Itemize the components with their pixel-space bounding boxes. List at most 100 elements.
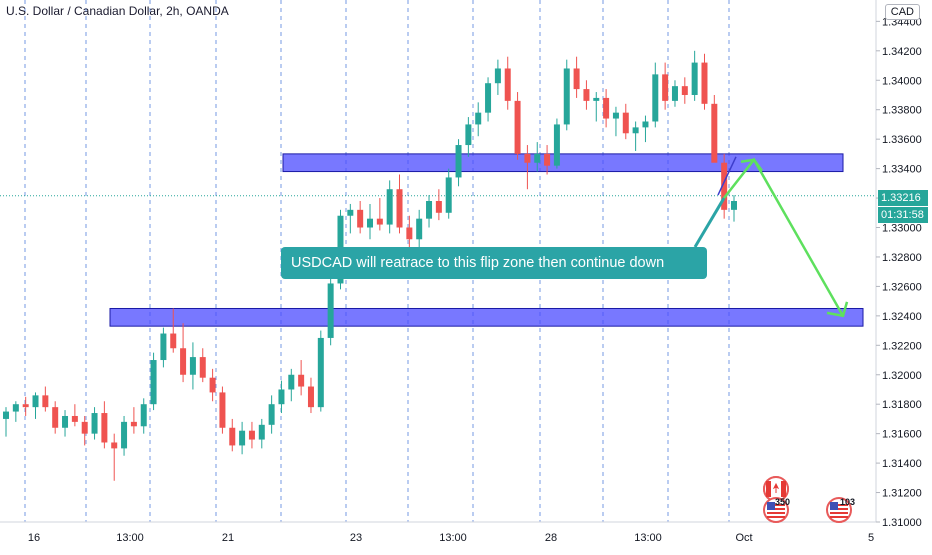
y-tick-label: 1.32200 [882, 340, 922, 352]
candle-body [504, 68, 511, 101]
candle-body [534, 153, 541, 163]
candle-body [681, 86, 688, 95]
candle-body [494, 68, 501, 84]
y-tick-label: 1.32400 [882, 311, 922, 323]
usa-flag-icon-graphic [763, 497, 789, 523]
candle-body [111, 442, 118, 449]
y-tick-label: 1.32600 [882, 281, 922, 293]
x-tick-label: 16 [28, 532, 40, 544]
candle-body [662, 74, 669, 101]
retrace-line [717, 156, 737, 196]
candle-body [731, 201, 737, 210]
candle-body [632, 127, 639, 134]
candle-body [524, 153, 531, 163]
annotation-callout[interactable]: USDCAD will reatrace to this flip zone t… [281, 247, 707, 279]
candle-body [593, 97, 600, 101]
x-tick-label: 13:00 [439, 532, 467, 544]
candle-body [42, 395, 49, 408]
candle-body [288, 374, 295, 390]
price-axis[interactable]: 1.344001.342001.340001.338001.336001.334… [876, 16, 922, 529]
y-tick-label: 1.33800 [882, 105, 922, 117]
candle-body [278, 389, 285, 405]
y-tick-label: 1.33600 [882, 134, 922, 146]
candle-body [91, 413, 98, 434]
flip-zone [109, 307, 864, 327]
candle-body [130, 421, 137, 427]
candle-body [160, 333, 167, 361]
flip-zone [282, 153, 844, 173]
candle-body [691, 62, 698, 95]
candle-body [622, 112, 629, 134]
arrow-head [826, 301, 849, 318]
y-tick-label: 1.33000 [882, 223, 922, 235]
candle-body [81, 421, 88, 434]
time-axis[interactable]: 16 13:00 21 23 13:00 28 13:00 Oct 5 [28, 532, 874, 544]
candle-body [219, 392, 226, 428]
candle-body [209, 377, 216, 393]
candle-body [298, 374, 305, 387]
y-tick-label: 1.31400 [882, 458, 922, 470]
candle-body [199, 357, 206, 378]
y-tick-label: 1.31600 [882, 429, 922, 441]
candle-body [22, 404, 29, 408]
candle-body [248, 430, 255, 440]
candle-body [347, 209, 354, 216]
candle-body [544, 153, 551, 166]
projection [693, 156, 849, 318]
candle-body [62, 415, 69, 428]
candle-body [121, 421, 128, 449]
candle-body [652, 74, 659, 122]
candle-body [101, 413, 108, 443]
candle-body [465, 124, 472, 146]
candle-body [485, 83, 492, 113]
y-tick-label: 1.31800 [882, 399, 922, 411]
candle-body [514, 100, 521, 154]
session-separators [24, 0, 730, 522]
y-tick-label: 1.31000 [882, 517, 922, 529]
candle-body [642, 121, 649, 128]
current-price-label: 1.33216 [878, 190, 928, 206]
candle-body [189, 357, 196, 375]
candle-body [445, 177, 452, 213]
usa-flag-icon[interactable] [826, 497, 852, 523]
candle-body [317, 337, 324, 408]
candle-body [426, 201, 433, 219]
candle-body [150, 360, 157, 405]
projection-arrow [723, 157, 845, 317]
candle-body [416, 218, 423, 240]
candle-body [406, 227, 413, 240]
candle-body [386, 189, 393, 225]
event-count-1: 350 [775, 497, 791, 507]
candle-body [71, 415, 78, 422]
y-tick-label: 1.32000 [882, 370, 922, 382]
candle-body [140, 404, 147, 427]
candle-body [12, 404, 19, 412]
candle-body [357, 209, 364, 228]
candle-body [52, 407, 59, 428]
candles [3, 50, 737, 481]
currency-badge[interactable]: CAD [884, 4, 920, 20]
y-tick-label: 1.33400 [882, 164, 922, 176]
candle-body [553, 124, 560, 166]
x-tick-label: 13:00 [116, 532, 144, 544]
candle-body [327, 283, 334, 338]
candle-body [603, 97, 610, 119]
candle-body [367, 218, 373, 228]
candle-body [307, 386, 314, 408]
x-tick-label: 13:00 [634, 532, 662, 544]
candle-body [721, 162, 728, 210]
candle-body [3, 411, 9, 419]
zones [0, 153, 876, 327]
usa-flag-icon[interactable] [763, 497, 789, 523]
x-tick-label: 21 [222, 532, 234, 544]
candle-body [376, 218, 383, 225]
canada-flag-icon[interactable] [763, 476, 789, 502]
candle-body [671, 86, 678, 101]
candle-body [573, 68, 580, 90]
x-tick-label: Oct [735, 532, 752, 544]
candle-body [612, 112, 619, 119]
arrow-head [740, 158, 764, 172]
usa-flag-icon-graphic [826, 497, 852, 523]
candle-body [711, 103, 718, 163]
